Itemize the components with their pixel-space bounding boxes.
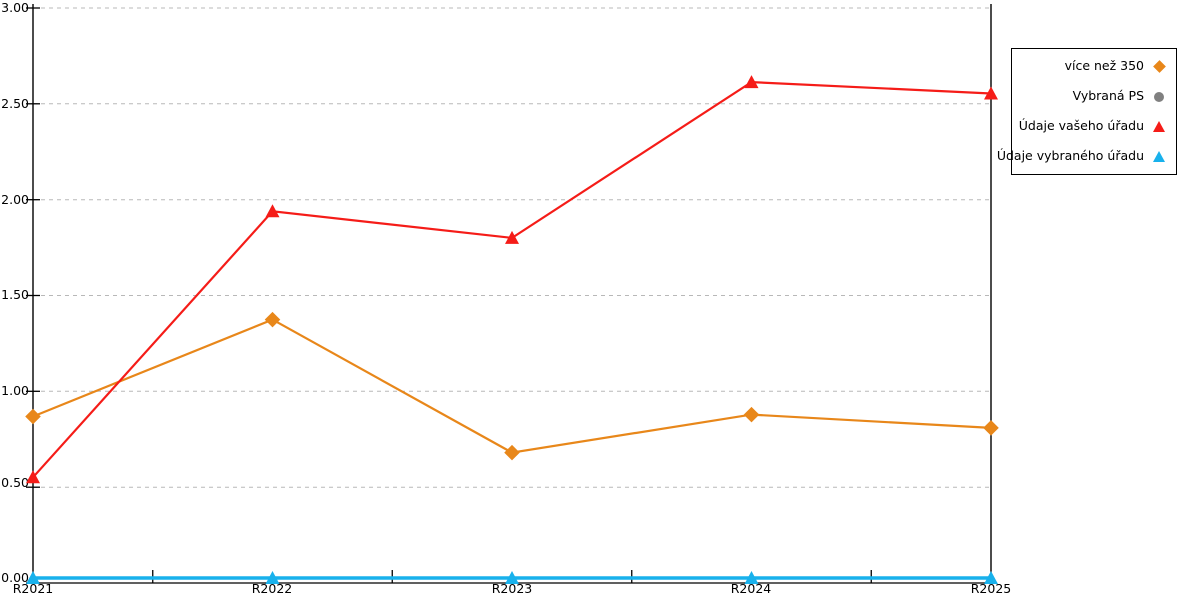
series-udaje-vybraneho-uradu bbox=[26, 571, 998, 584]
axis-lines bbox=[32, 4, 992, 583]
x-axis-tick-label: R2021 bbox=[12, 581, 54, 596]
circle-icon bbox=[1151, 89, 1167, 105]
x-axis-tick-label: R2023 bbox=[491, 581, 533, 596]
legend-item-vybrana-ps[interactable]: Vybraná PS bbox=[1012, 82, 1176, 112]
y-axis-tick-label: 1.50 bbox=[1, 287, 29, 302]
gridlines bbox=[33, 7, 991, 488]
series-vice-nez-350 bbox=[25, 311, 999, 461]
x-axis-tick-label: R2022 bbox=[251, 581, 293, 596]
legend-item-vice-nez-350[interactable]: více než 350 bbox=[1012, 52, 1176, 82]
y-axis-tick-label: 1.00 bbox=[1, 383, 29, 398]
y-axis-tick-label: 2.50 bbox=[1, 96, 29, 111]
chart-legend: více než 350 Vybraná PS Údaje vašeho úřa… bbox=[997, 48, 1177, 175]
y-axis-tick-label: 0.00 bbox=[1, 570, 29, 585]
diamond-icon bbox=[1151, 59, 1167, 75]
legend-item-label: Vybraná PS bbox=[1072, 88, 1144, 104]
y-axis-tick-label: 3.00 bbox=[1, 0, 29, 15]
legend-item-label: Údaje vybraného úřadu bbox=[996, 148, 1144, 164]
triangle-up-icon bbox=[1151, 149, 1167, 165]
legend-item-label: Údaje vašeho úřadu bbox=[1018, 118, 1144, 134]
series-line-vice-nez-350 bbox=[32, 318, 992, 454]
plot-area bbox=[25, 4, 999, 584]
y-axis-tick-label: 0.50 bbox=[1, 475, 29, 490]
legend-item-udaje-vybraneho-uradu[interactable]: Údaje vybraného úřadu bbox=[997, 142, 1176, 172]
series-markers-udaje-vybraneho-uradu bbox=[26, 571, 998, 584]
x-axis-tick-label: R2024 bbox=[730, 581, 772, 596]
triangle-up-icon bbox=[1151, 119, 1167, 135]
x-axis-tick-label: R2025 bbox=[970, 581, 1012, 596]
legend-item-udaje-vaseho-uradu[interactable]: Údaje vašeho úřadu bbox=[1012, 112, 1176, 142]
series-markers-vice-nez-350 bbox=[25, 311, 999, 461]
series-udaje-vaseho-uradu bbox=[26, 75, 998, 484]
series-line-udaje-vaseho-uradu bbox=[32, 80, 992, 479]
y-axis-tick-label: 2.00 bbox=[1, 192, 29, 207]
legend-item-label: více než 350 bbox=[1064, 58, 1144, 74]
series-markers-udaje-vaseho-uradu bbox=[26, 75, 998, 484]
